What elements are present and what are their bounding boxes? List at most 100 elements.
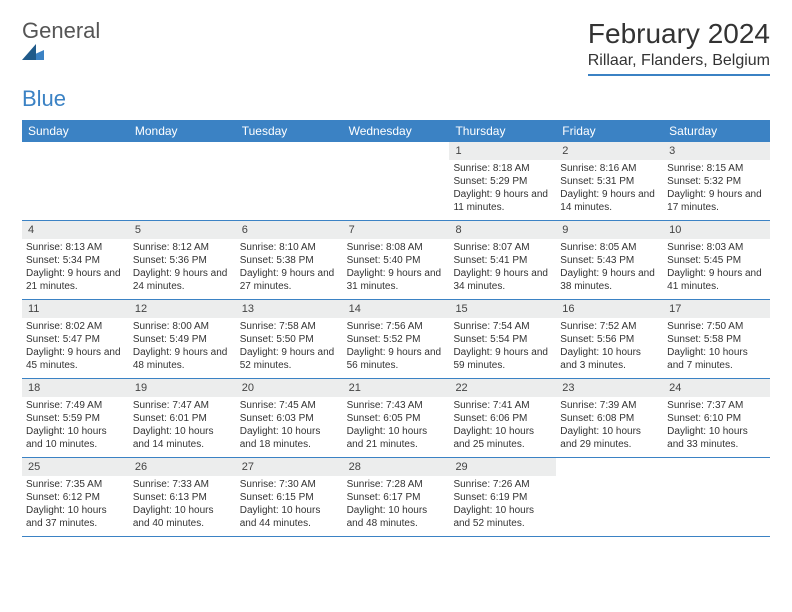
logo-icon (22, 44, 100, 60)
day-cell: 22Sunrise: 7:41 AMSunset: 6:06 PMDayligh… (449, 379, 556, 457)
sunrise-text: Sunrise: 8:16 AM (560, 162, 659, 175)
day-number: 17 (663, 300, 770, 318)
calendar-week: 18Sunrise: 7:49 AMSunset: 5:59 PMDayligh… (22, 379, 770, 458)
sunset-text: Sunset: 5:31 PM (560, 175, 659, 188)
day-number: 15 (449, 300, 556, 318)
daylight-text: Daylight: 10 hours and 40 minutes. (133, 504, 232, 530)
day-cell: 8Sunrise: 8:07 AMSunset: 5:41 PMDaylight… (449, 221, 556, 299)
day-body: Sunrise: 8:15 AMSunset: 5:32 PMDaylight:… (663, 160, 770, 218)
sunset-text: Sunset: 6:01 PM (133, 412, 232, 425)
day-number: 13 (236, 300, 343, 318)
sunrise-text: Sunrise: 7:39 AM (560, 399, 659, 412)
daylight-text: Daylight: 10 hours and 14 minutes. (133, 425, 232, 451)
sunset-text: Sunset: 6:10 PM (667, 412, 766, 425)
sunrise-text: Sunrise: 8:07 AM (453, 241, 552, 254)
day-number (343, 142, 450, 146)
day-body: Sunrise: 7:33 AMSunset: 6:13 PMDaylight:… (129, 476, 236, 534)
day-cell: 18Sunrise: 7:49 AMSunset: 5:59 PMDayligh… (22, 379, 129, 457)
day-body: Sunrise: 8:08 AMSunset: 5:40 PMDaylight:… (343, 239, 450, 297)
day-cell: 21Sunrise: 7:43 AMSunset: 6:05 PMDayligh… (343, 379, 450, 457)
sunset-text: Sunset: 5:32 PM (667, 175, 766, 188)
sunset-text: Sunset: 6:19 PM (453, 491, 552, 504)
day-body: Sunrise: 7:49 AMSunset: 5:59 PMDaylight:… (22, 397, 129, 455)
sunset-text: Sunset: 6:05 PM (347, 412, 446, 425)
day-body: Sunrise: 7:39 AMSunset: 6:08 PMDaylight:… (556, 397, 663, 455)
location-text: Rillaar, Flanders, Belgium (588, 52, 770, 76)
sunrise-text: Sunrise: 7:47 AM (133, 399, 232, 412)
day-cell: 1Sunrise: 8:18 AMSunset: 5:29 PMDaylight… (449, 142, 556, 220)
daylight-text: Daylight: 10 hours and 18 minutes. (240, 425, 339, 451)
day-number: 12 (129, 300, 236, 318)
daylight-text: Daylight: 10 hours and 3 minutes. (560, 346, 659, 372)
sunset-text: Sunset: 6:15 PM (240, 491, 339, 504)
sunrise-text: Sunrise: 8:10 AM (240, 241, 339, 254)
day-number: 10 (663, 221, 770, 239)
sunset-text: Sunset: 5:36 PM (133, 254, 232, 267)
day-cell: 17Sunrise: 7:50 AMSunset: 5:58 PMDayligh… (663, 300, 770, 378)
day-body: Sunrise: 7:30 AMSunset: 6:15 PMDaylight:… (236, 476, 343, 534)
day-number: 7 (343, 221, 450, 239)
day-number: 8 (449, 221, 556, 239)
day-body: Sunrise: 7:41 AMSunset: 6:06 PMDaylight:… (449, 397, 556, 455)
day-cell: 4Sunrise: 8:13 AMSunset: 5:34 PMDaylight… (22, 221, 129, 299)
sunset-text: Sunset: 5:47 PM (26, 333, 125, 346)
day-body: Sunrise: 7:28 AMSunset: 6:17 PMDaylight:… (343, 476, 450, 534)
calendar: Sunday Monday Tuesday Wednesday Thursday… (22, 120, 770, 537)
sunrise-text: Sunrise: 8:12 AM (133, 241, 232, 254)
sunset-text: Sunset: 6:17 PM (347, 491, 446, 504)
day-body: Sunrise: 8:16 AMSunset: 5:31 PMDaylight:… (556, 160, 663, 218)
calendar-week: 1Sunrise: 8:18 AMSunset: 5:29 PMDaylight… (22, 142, 770, 221)
day-number: 16 (556, 300, 663, 318)
sunset-text: Sunset: 6:08 PM (560, 412, 659, 425)
day-number: 2 (556, 142, 663, 160)
daylight-text: Daylight: 10 hours and 29 minutes. (560, 425, 659, 451)
daylight-text: Daylight: 9 hours and 48 minutes. (133, 346, 232, 372)
day-number: 5 (129, 221, 236, 239)
day-cell: 28Sunrise: 7:28 AMSunset: 6:17 PMDayligh… (343, 458, 450, 536)
day-body: Sunrise: 8:10 AMSunset: 5:38 PMDaylight:… (236, 239, 343, 297)
sunrise-text: Sunrise: 7:49 AM (26, 399, 125, 412)
daylight-text: Daylight: 10 hours and 10 minutes. (26, 425, 125, 451)
day-cell: 9Sunrise: 8:05 AMSunset: 5:43 PMDaylight… (556, 221, 663, 299)
day-body: Sunrise: 7:47 AMSunset: 6:01 PMDaylight:… (129, 397, 236, 455)
day-cell: 2Sunrise: 8:16 AMSunset: 5:31 PMDaylight… (556, 142, 663, 220)
day-number: 11 (22, 300, 129, 318)
daylight-text: Daylight: 9 hours and 17 minutes. (667, 188, 766, 214)
day-body: Sunrise: 8:13 AMSunset: 5:34 PMDaylight:… (22, 239, 129, 297)
day-number: 29 (449, 458, 556, 476)
day-cell: 27Sunrise: 7:30 AMSunset: 6:15 PMDayligh… (236, 458, 343, 536)
sunrise-text: Sunrise: 8:08 AM (347, 241, 446, 254)
day-header-tuesday: Tuesday (236, 120, 343, 142)
logo: General Blue (22, 18, 100, 112)
day-body: Sunrise: 8:00 AMSunset: 5:49 PMDaylight:… (129, 318, 236, 376)
sunrise-text: Sunrise: 7:52 AM (560, 320, 659, 333)
header: General Blue February 2024 Rillaar, Flan… (22, 18, 770, 112)
logo-text-blue: Blue (22, 86, 66, 111)
calendar-week: 25Sunrise: 7:35 AMSunset: 6:12 PMDayligh… (22, 458, 770, 537)
day-number: 14 (343, 300, 450, 318)
day-number: 21 (343, 379, 450, 397)
day-body: Sunrise: 7:50 AMSunset: 5:58 PMDaylight:… (663, 318, 770, 376)
sunrise-text: Sunrise: 7:26 AM (453, 478, 552, 491)
daylight-text: Daylight: 9 hours and 27 minutes. (240, 267, 339, 293)
page-title: February 2024 (588, 18, 770, 50)
sunrise-text: Sunrise: 7:45 AM (240, 399, 339, 412)
sunset-text: Sunset: 6:13 PM (133, 491, 232, 504)
day-number: 28 (343, 458, 450, 476)
sunrise-text: Sunrise: 8:05 AM (560, 241, 659, 254)
day-number: 1 (449, 142, 556, 160)
day-number: 26 (129, 458, 236, 476)
day-body: Sunrise: 8:03 AMSunset: 5:45 PMDaylight:… (663, 239, 770, 297)
day-cell: 7Sunrise: 8:08 AMSunset: 5:40 PMDaylight… (343, 221, 450, 299)
weeks-container: 1Sunrise: 8:18 AMSunset: 5:29 PMDaylight… (22, 142, 770, 537)
daylight-text: Daylight: 9 hours and 38 minutes. (560, 267, 659, 293)
day-body: Sunrise: 8:12 AMSunset: 5:36 PMDaylight:… (129, 239, 236, 297)
day-cell: 29Sunrise: 7:26 AMSunset: 6:19 PMDayligh… (449, 458, 556, 536)
logo-text: General Blue (22, 18, 100, 112)
day-cell: 16Sunrise: 7:52 AMSunset: 5:56 PMDayligh… (556, 300, 663, 378)
day-cell (129, 142, 236, 220)
day-number: 4 (22, 221, 129, 239)
sunrise-text: Sunrise: 8:00 AM (133, 320, 232, 333)
day-cell (663, 458, 770, 536)
sunset-text: Sunset: 6:06 PM (453, 412, 552, 425)
